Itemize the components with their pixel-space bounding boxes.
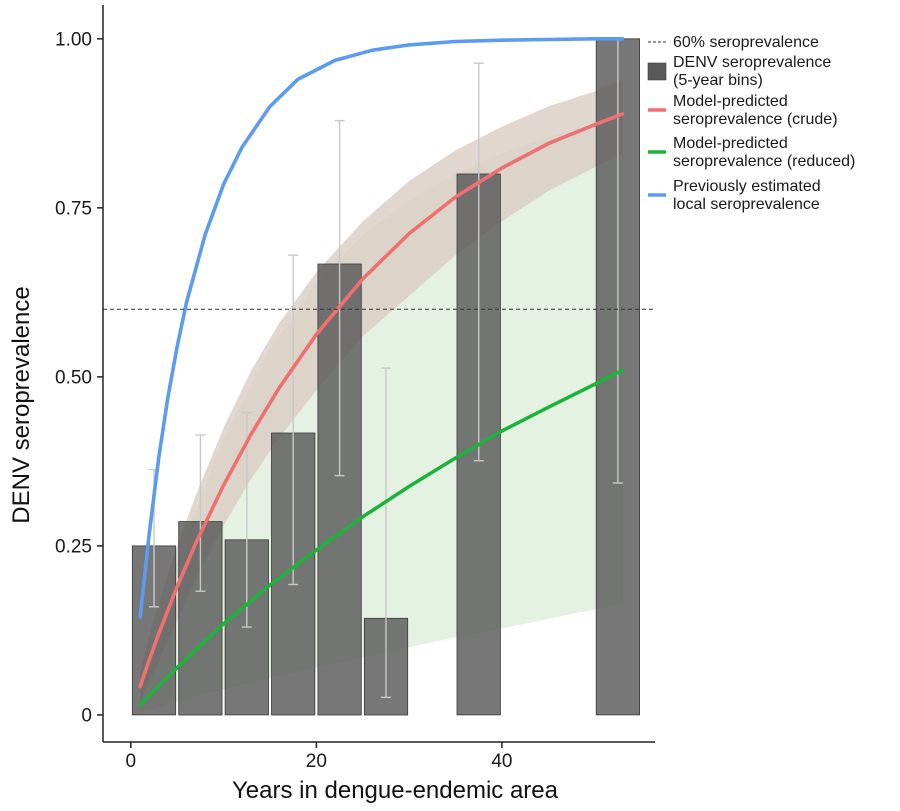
y-axis-title: DENV seroprevalence bbox=[8, 286, 35, 523]
legend-item-previous: Previously estimated local seroprevalence bbox=[648, 178, 821, 213]
y-tick-label: 0 bbox=[81, 705, 92, 726]
axes bbox=[102, 5, 655, 743]
legend-label-line: DENV seroprevalence bbox=[673, 54, 831, 71]
legend-label-line: seroprevalence (reduced) bbox=[673, 153, 855, 170]
legend-label-line: seroprevalence (crude) bbox=[673, 111, 838, 128]
y-tick-label: 0.75 bbox=[55, 198, 92, 219]
error-bar-3 bbox=[241, 412, 252, 628]
legend-label: Model-predicted seroprevalence (crude) bbox=[673, 93, 838, 128]
legend-key-bar-swatch bbox=[647, 62, 667, 81]
y-tick-label: 1.00 bbox=[55, 29, 92, 50]
x-tick-label: 0 bbox=[126, 751, 137, 772]
legend-item-crude: Model-predicted seroprevalence (crude) bbox=[648, 93, 838, 128]
x-tick-label: 20 bbox=[306, 751, 327, 772]
legend-label: DENV seroprevalence (5-year bins) bbox=[673, 54, 831, 89]
error-bar-4 bbox=[288, 254, 299, 586]
crude-series-line bbox=[138, 112, 625, 689]
legend-label-line: local seroprevalence bbox=[673, 196, 820, 213]
previous-series-line bbox=[138, 36, 625, 619]
reduced-series-line bbox=[138, 368, 625, 707]
legend-label-line: Model-predicted bbox=[673, 93, 788, 110]
legend-label-line: (5-year bins) bbox=[673, 72, 763, 89]
error-bar-2 bbox=[195, 434, 206, 592]
error-bar-6 bbox=[380, 367, 391, 699]
legend-label: Previously estimated local seroprevalence bbox=[673, 178, 821, 213]
legend-label: 60% seroprevalence bbox=[673, 34, 819, 51]
x-tick-label: 40 bbox=[491, 751, 512, 772]
legend-label: Model-predicted seroprevalence (reduced) bbox=[673, 135, 855, 170]
y-tick-label: 0.50 bbox=[55, 367, 92, 388]
error-bar-7 bbox=[473, 62, 484, 462]
crude-confidence-band bbox=[140, 79, 623, 702]
legend-label-line: Model-predicted bbox=[673, 135, 788, 152]
axis-ticks: 0 0.25 0.50 0.75 1.00 0 20 40 bbox=[55, 29, 512, 772]
y-tick-label: 0.25 bbox=[55, 536, 92, 557]
x-axis-title: Years in dengue-endemic area bbox=[232, 777, 559, 804]
error-bar-5 bbox=[334, 119, 345, 477]
error-bars bbox=[149, 38, 623, 699]
legend-item-reduced: Model-predicted seroprevalence (reduced) bbox=[648, 135, 855, 170]
legend-label-line: Previously estimated bbox=[673, 178, 821, 195]
legend-item-bars: DENV seroprevalence (5-year bins) bbox=[647, 54, 831, 89]
legend-item-reference: 60% seroprevalence bbox=[648, 34, 819, 51]
legend-label-line: 60% seroprevalence bbox=[673, 34, 819, 51]
legend: 60% seroprevalence DENV seroprevalence (5-… bbox=[647, 34, 855, 213]
series-lines bbox=[138, 36, 625, 707]
